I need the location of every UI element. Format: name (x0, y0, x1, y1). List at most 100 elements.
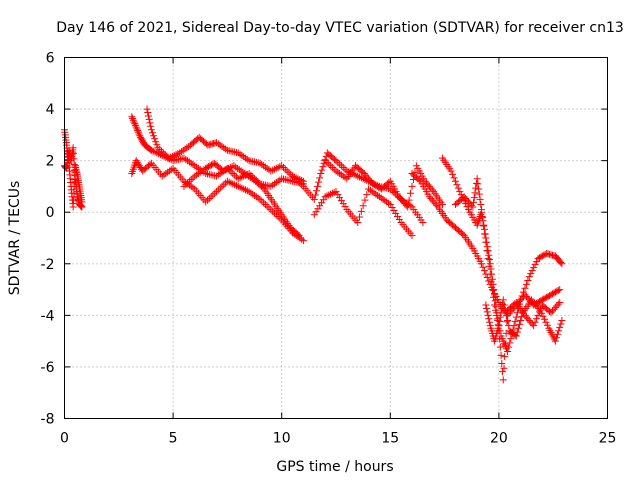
data-point (245, 188, 253, 196)
data-point (205, 163, 213, 171)
data-point (558, 317, 566, 325)
data-point (191, 162, 199, 170)
data-point (170, 151, 178, 159)
data-point (496, 317, 504, 325)
data-point (225, 178, 233, 186)
series-track-9 (321, 157, 446, 211)
data-point (179, 146, 187, 154)
data-point (544, 292, 552, 300)
data-point (518, 313, 526, 321)
data-point (360, 170, 368, 178)
data-point (524, 315, 532, 323)
data-point (337, 171, 345, 179)
data-point (144, 109, 152, 117)
data-point (493, 311, 501, 319)
data-point (143, 105, 151, 113)
data-point (390, 206, 398, 214)
data-point (539, 312, 547, 320)
data-point (209, 191, 217, 199)
data-point (477, 200, 485, 208)
data-point (535, 298, 543, 306)
data-point (548, 290, 556, 298)
data-point (232, 163, 240, 171)
data-point (316, 174, 324, 182)
data-point (243, 155, 251, 163)
data-point (158, 147, 166, 155)
data-point (176, 149, 184, 157)
data-point (202, 198, 210, 206)
data-point (270, 180, 278, 188)
data-point (557, 320, 565, 328)
data-point (506, 339, 514, 347)
data-point (184, 179, 192, 187)
data-point (428, 186, 436, 194)
data-point (167, 153, 175, 161)
data-point (243, 171, 251, 179)
data-point (553, 302, 561, 310)
data-point (325, 191, 333, 199)
data-point (330, 188, 338, 196)
data-point (234, 149, 242, 157)
data-point (164, 168, 172, 176)
data-point (341, 173, 349, 181)
data-point (295, 231, 303, 239)
data-point (454, 184, 462, 192)
data-point (263, 164, 271, 172)
data-point (499, 376, 507, 384)
data-point (149, 147, 157, 155)
data-point (147, 126, 155, 134)
data-point (388, 203, 396, 211)
data-point (496, 313, 504, 321)
data-point (492, 306, 500, 314)
data-point (453, 181, 461, 189)
data-point (336, 194, 344, 202)
data-point (538, 309, 546, 317)
data-point (252, 193, 260, 201)
y-tick-label: -6 (41, 360, 55, 376)
data-point (531, 318, 539, 326)
data-point (499, 296, 507, 304)
data-point (531, 261, 539, 269)
data-point (359, 202, 367, 210)
data-point (381, 197, 389, 205)
data-point (332, 188, 340, 196)
data-point (321, 193, 329, 201)
series-track-3 (128, 113, 307, 190)
data-point (129, 115, 137, 123)
data-point (356, 173, 364, 181)
data-point (270, 165, 278, 173)
data-point (557, 258, 565, 266)
data-point (251, 191, 259, 199)
data-point (236, 174, 244, 182)
data-point (370, 181, 378, 189)
data-point (258, 161, 266, 169)
data-point (317, 170, 325, 178)
data-point (366, 176, 374, 184)
data-point (162, 170, 170, 178)
data-point (394, 213, 402, 221)
data-point (146, 161, 154, 169)
data-point (489, 286, 497, 294)
data-point (514, 324, 522, 332)
data-point (136, 132, 144, 140)
data-point (184, 157, 192, 165)
data-point (451, 177, 459, 185)
data-point (419, 219, 427, 227)
data-point (462, 194, 470, 202)
data-point (193, 163, 201, 171)
data-point (404, 203, 412, 211)
data-point (194, 170, 202, 178)
data-point (336, 160, 344, 168)
data-points (61, 105, 566, 384)
data-point (314, 205, 322, 213)
data-point (294, 230, 302, 238)
data-point (187, 182, 195, 190)
data-point (318, 199, 326, 207)
data-point (483, 304, 491, 312)
data-point (154, 144, 162, 152)
data-point (556, 298, 564, 306)
data-point (542, 318, 550, 326)
data-point (518, 292, 526, 300)
data-point (223, 165, 231, 173)
data-point (460, 193, 468, 201)
